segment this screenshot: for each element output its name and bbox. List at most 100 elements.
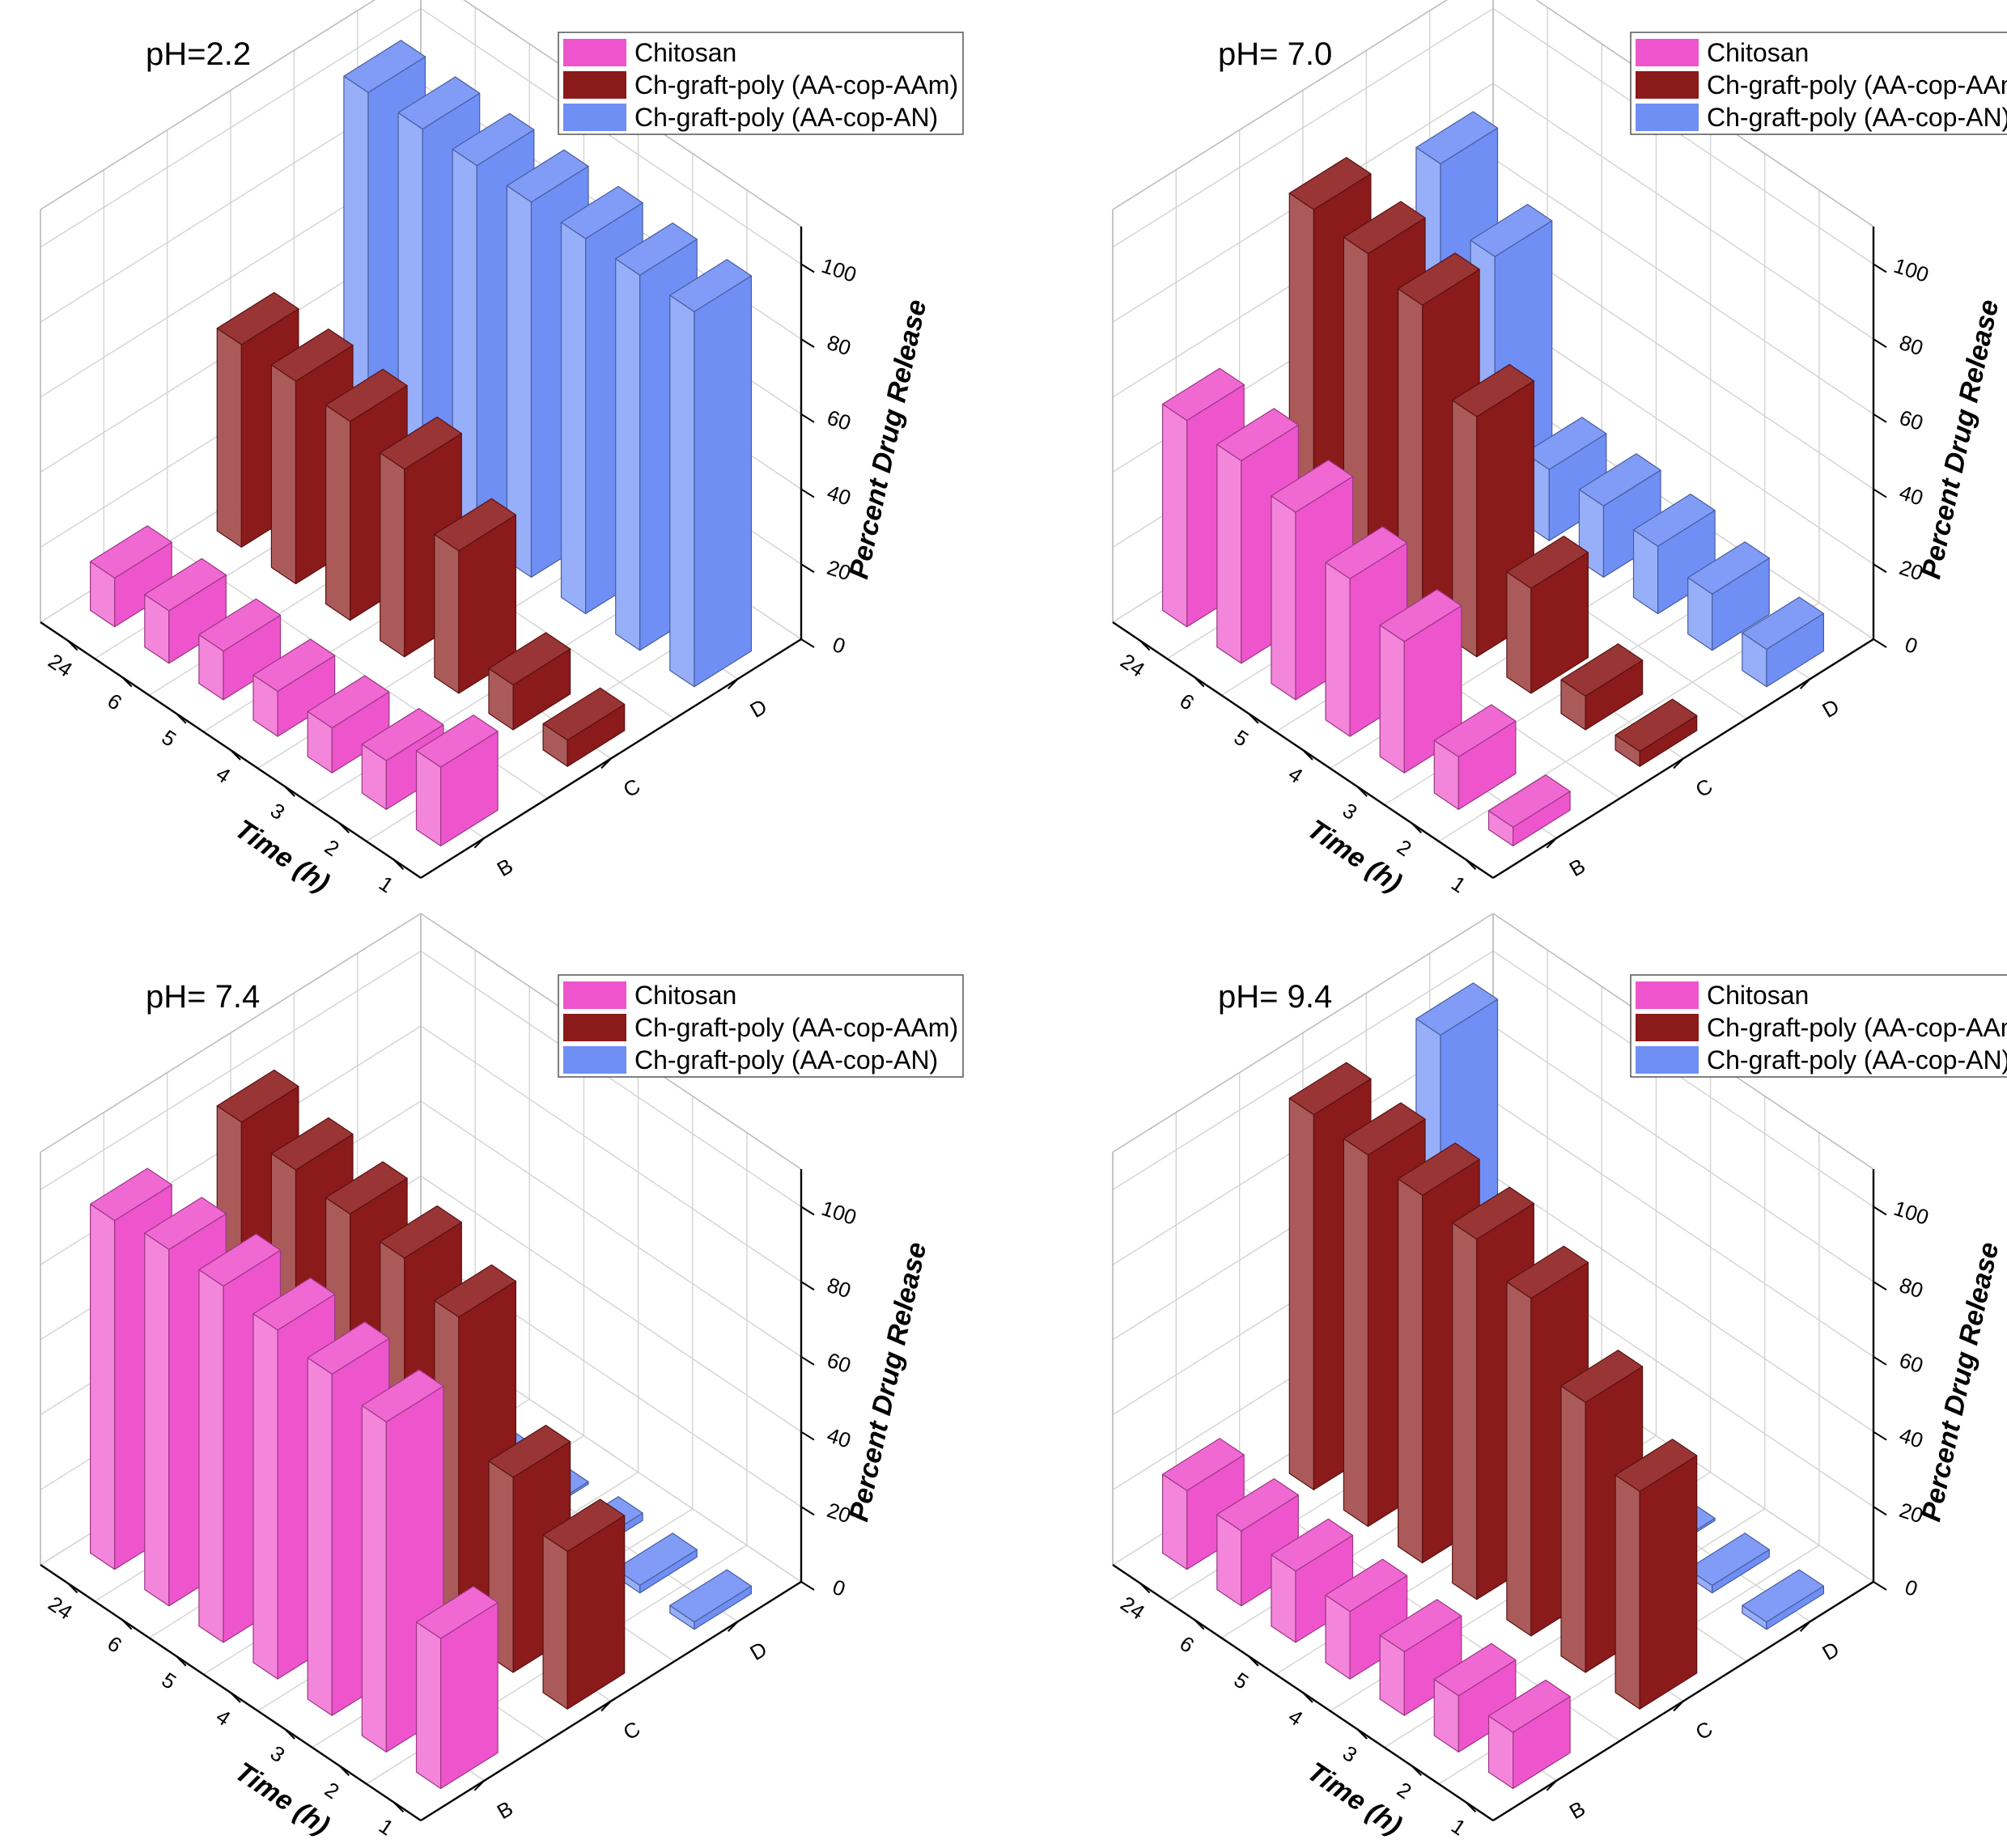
bar [1560, 643, 1644, 731]
legend-swatch [1636, 981, 1699, 1009]
bar [1487, 1679, 1571, 1790]
bar [434, 498, 517, 694]
bar [307, 675, 390, 774]
legend: Chitosan Ch-graft-poly (AA-cop-AAm) Ch-gra… [1630, 32, 2007, 135]
bars [89, 1069, 753, 1790]
time-tick-label: 5 [1230, 1668, 1254, 1694]
z-tick-label: 0 [830, 1575, 848, 1601]
z-tick-label: 40 [1896, 480, 1926, 510]
panel-title: pH= 9.4 [1218, 979, 1332, 1015]
z-axis-title: Percent Drug Release [843, 297, 932, 582]
legend-label: Ch-graft-poly (AA-cop-AAm) [1707, 70, 2007, 100]
time-tick-label: 1 [375, 1813, 398, 1840]
category-tick-label: B [1565, 854, 1589, 882]
time-tick-label: 24 [1116, 1592, 1149, 1625]
panel-title: pH= 7.4 [146, 979, 260, 1015]
time-tick-label: 3 [1339, 1740, 1362, 1767]
z-tick-label: 0 [1902, 1575, 1920, 1601]
z-tick-label: 80 [1896, 1273, 1926, 1303]
category-tick-label: B [493, 1796, 517, 1825]
time-tick-label: 4 [1284, 761, 1308, 788]
time-tick-label: 2 [1393, 834, 1416, 861]
time-tick-label: 5 [158, 725, 181, 752]
category-tick-label: C [1691, 774, 1716, 802]
time-tick-label: 6 [103, 689, 126, 715]
category-tick-label: D [1818, 694, 1844, 723]
z-tick-label: 60 [824, 405, 854, 435]
time-tick-label: 3 [266, 798, 290, 824]
bar [1271, 1518, 1354, 1643]
z-axis-title: Percent Drug Release [1916, 297, 2005, 582]
bar [415, 1585, 499, 1790]
bar [1379, 1599, 1462, 1716]
category-tick-label: B [1565, 1796, 1589, 1825]
time-tick-label: 24 [1116, 649, 1149, 682]
z-tick-label: 80 [824, 1273, 854, 1303]
bar [144, 557, 227, 664]
z-tick-label: 100 [819, 253, 860, 287]
bar [1742, 1569, 1824, 1630]
time-axis-title: Time (h) [1302, 1757, 1407, 1842]
legend-label: Ch-graft-poly (AA-cop-AAm) [1707, 1013, 2007, 1042]
time-tick-label: 6 [1175, 689, 1199, 715]
bar [669, 259, 753, 688]
bar [1433, 704, 1517, 811]
bar [1325, 1558, 1408, 1680]
legend-label: Chitosan [634, 38, 736, 67]
time-axis-title: Time (h) [230, 1757, 335, 1842]
time-tick-label: 24 [44, 649, 77, 682]
legend-label: Chitosan [634, 981, 736, 1010]
time-tick-label: 5 [158, 1668, 181, 1694]
bars [1161, 982, 1824, 1790]
z-tick-label: 80 [824, 330, 854, 360]
legend-swatch [563, 104, 626, 131]
z-tick-label: 40 [1896, 1422, 1926, 1452]
time-tick-label: 1 [1447, 1813, 1470, 1840]
z-tick-label: 100 [1891, 253, 1933, 287]
legend: Chitosan Ch-graft-poly (AA-cop-AAm) Ch-gra… [1630, 974, 2007, 1078]
bars [89, 40, 753, 847]
time-tick-label: 1 [1447, 871, 1470, 897]
legend-swatch [563, 39, 626, 66]
time-tick-label: 24 [44, 1592, 77, 1625]
legend-label: Chitosan [1707, 38, 1809, 67]
bar [1506, 535, 1589, 694]
panel-title: pH=2.2 [146, 36, 251, 72]
bar [1379, 588, 1462, 774]
z-tick-label: 100 [819, 1196, 860, 1230]
category-tick-label: D [746, 694, 771, 723]
category-tick-label: D [1818, 1637, 1844, 1665]
time-axis-title: Time (h) [1302, 814, 1407, 899]
z-tick-label: 40 [824, 480, 854, 510]
legend-label: Ch-graft-poly (AA-cop-AN) [1707, 103, 2007, 132]
z-axis-title: Percent Drug Release [843, 1240, 932, 1524]
bar [1560, 1350, 1644, 1673]
bar [1487, 774, 1571, 847]
legend-label: Ch-graft-poly (AA-cop-AN) [634, 1045, 938, 1074]
bar [542, 1498, 626, 1710]
legend-swatch [1636, 39, 1699, 66]
time-tick-label: 3 [266, 1740, 290, 1767]
bar [1687, 541, 1770, 651]
z-axis-title: Percent Drug Release [1916, 1240, 2005, 1524]
legend-swatch [1636, 1046, 1699, 1074]
z-tick-label: 80 [1896, 330, 1926, 360]
time-tick-label: 6 [103, 1631, 126, 1658]
bar [488, 632, 571, 731]
legend-swatch [563, 1014, 626, 1041]
time-tick-label: 4 [212, 761, 235, 788]
time-tick-label: 4 [1284, 1704, 1308, 1731]
time-tick-label: 5 [1230, 725, 1254, 752]
bars [1161, 111, 1824, 847]
bar [669, 1569, 753, 1630]
time-tick-label: 3 [1339, 798, 1362, 824]
z-tick-label: 60 [1896, 1348, 1926, 1378]
legend-label: Chitosan [1707, 981, 1809, 1010]
bar [1615, 698, 1698, 767]
time-tick-label: 6 [1175, 1631, 1199, 1658]
